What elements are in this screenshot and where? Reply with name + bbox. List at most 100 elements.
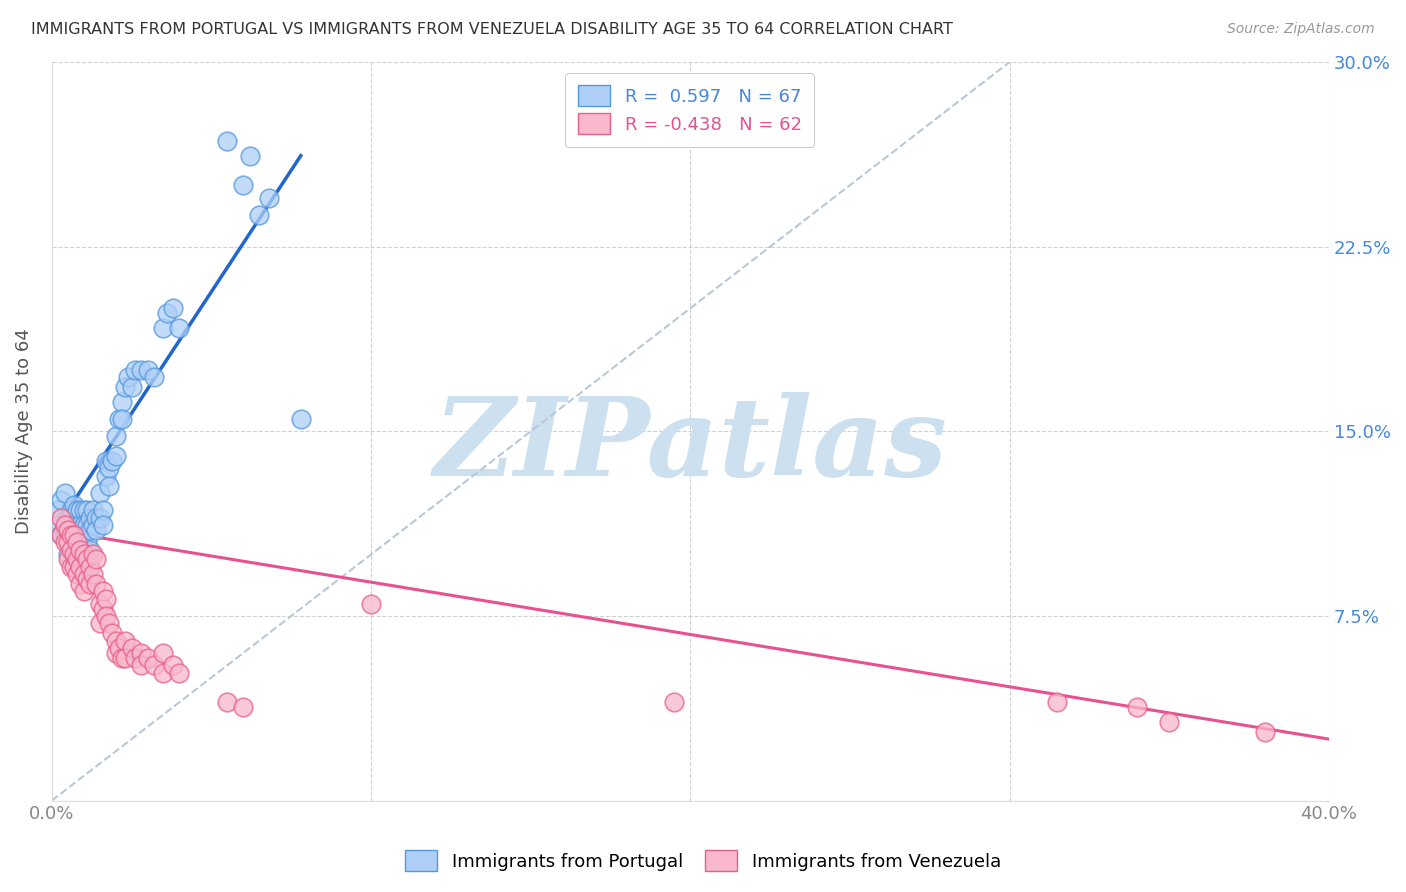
Point (69, 559, 91, 574)
Point (247, 208, 270, 222)
Point (66, 528, 89, 542)
Point (69, 517, 91, 532)
Point (91, 517, 114, 532)
Point (94, 454, 117, 468)
Point (257, 190, 280, 204)
Point (162, 301, 184, 316)
Point (98, 616, 121, 631)
Point (1126, 700, 1149, 714)
Legend: R =  0.597   N = 67, R = -0.438   N = 62: R = 0.597 N = 67, R = -0.438 N = 62 (565, 72, 814, 147)
Point (66, 567, 89, 582)
Point (89, 597, 111, 611)
Point (76, 503, 98, 517)
Point (94, 591, 117, 606)
Point (56, 523, 79, 537)
Point (63, 559, 86, 574)
Point (91, 601, 114, 615)
Point (86, 523, 108, 537)
Point (63, 517, 86, 532)
Point (59, 559, 82, 574)
Point (117, 370, 139, 384)
Point (46, 517, 69, 532)
Point (76, 535, 98, 549)
Point (91, 584, 114, 599)
Point (136, 363, 159, 377)
Point (91, 503, 114, 517)
Point (104, 449, 127, 463)
Point (111, 650, 134, 665)
Point (73, 517, 96, 532)
Point (63, 498, 86, 512)
Point (59, 528, 82, 542)
Point (73, 567, 96, 582)
Point (129, 658, 152, 673)
Point (162, 658, 184, 673)
Point (360, 597, 382, 611)
Point (82, 567, 104, 582)
Point (53, 535, 76, 549)
Point (136, 650, 159, 665)
Point (124, 363, 146, 377)
Point (79, 577, 101, 591)
Point (114, 380, 136, 394)
Point (217, 695, 239, 709)
Point (79, 510, 101, 524)
Point (142, 370, 165, 384)
Point (94, 468, 117, 483)
Point (63, 535, 86, 549)
Point (217, 134, 239, 148)
Point (239, 149, 262, 163)
Point (86, 510, 108, 524)
Point (152, 321, 174, 335)
Point (82, 548, 104, 562)
Point (104, 429, 127, 443)
Point (69, 542, 91, 557)
Point (51, 528, 73, 542)
Point (46, 503, 69, 517)
Point (69, 577, 91, 591)
Point (66, 542, 89, 557)
Point (66, 552, 89, 566)
Point (152, 665, 174, 680)
Point (1159, 714, 1181, 729)
Point (107, 412, 129, 426)
Point (94, 609, 117, 624)
Point (114, 650, 136, 665)
Point (73, 548, 96, 562)
Point (69, 528, 91, 542)
Point (51, 510, 73, 524)
Point (73, 584, 96, 599)
Text: ZIPatlas: ZIPatlas (433, 392, 948, 500)
Point (56, 510, 79, 524)
Point (59, 535, 82, 549)
Point (51, 528, 73, 542)
Point (63, 548, 86, 562)
Point (98, 478, 121, 492)
Point (56, 523, 79, 537)
Point (56, 548, 79, 562)
Point (76, 572, 98, 586)
Point (121, 380, 143, 394)
Point (56, 552, 79, 566)
Point (53, 517, 76, 532)
Point (129, 363, 152, 377)
Point (111, 394, 134, 409)
Point (79, 559, 101, 574)
Point (69, 503, 91, 517)
Point (73, 503, 96, 517)
Point (79, 542, 101, 557)
Point (82, 517, 104, 532)
Point (156, 306, 179, 320)
Point (82, 503, 104, 517)
Point (232, 178, 254, 193)
Point (59, 542, 82, 557)
Point (66, 535, 89, 549)
Point (104, 633, 127, 648)
Point (89, 616, 111, 631)
Point (73, 528, 96, 542)
Point (73, 542, 96, 557)
Point (1046, 695, 1069, 709)
Point (59, 503, 82, 517)
Point (53, 528, 76, 542)
Point (66, 503, 89, 517)
